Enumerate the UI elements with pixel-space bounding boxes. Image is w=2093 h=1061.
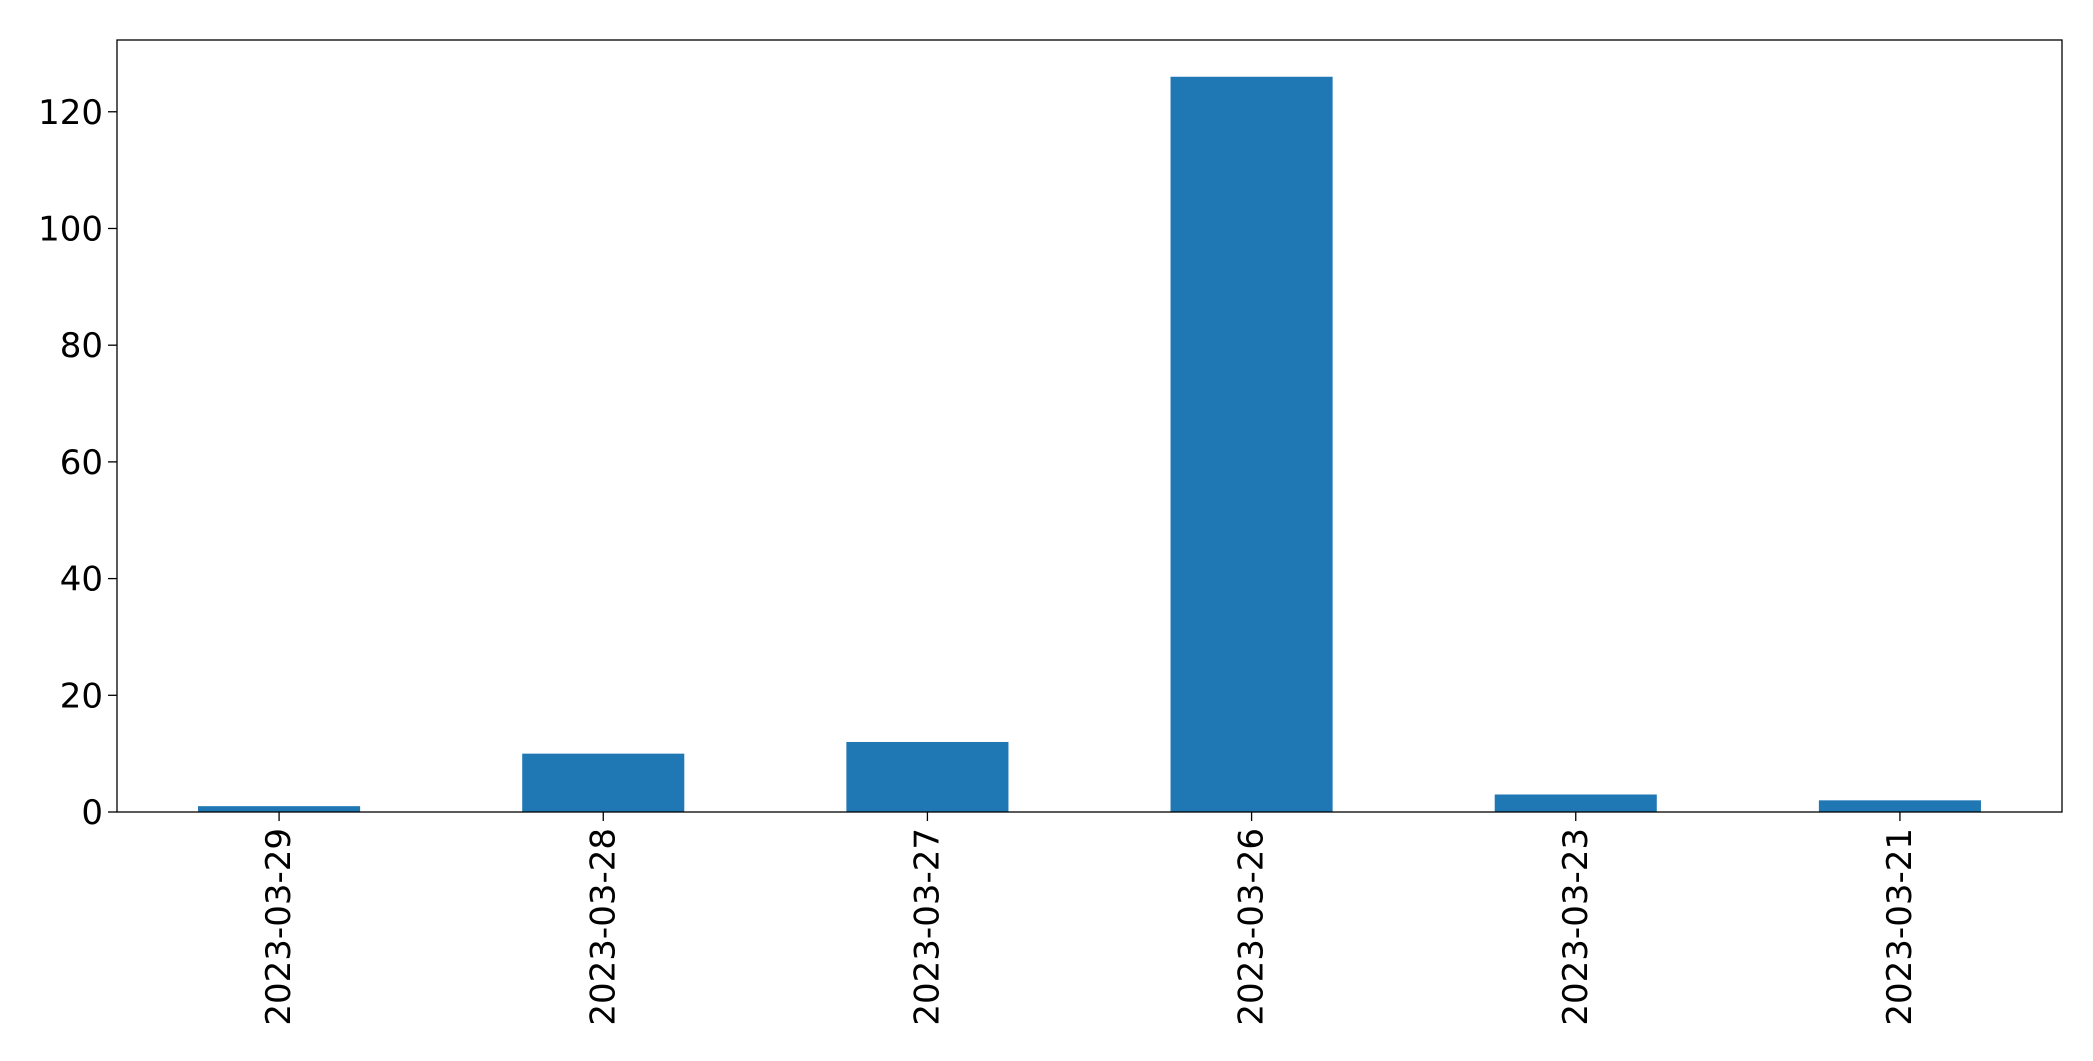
x-tick-label: 2023-03-23 [1556,828,1596,1026]
x-tick-label: 2023-03-28 [583,828,623,1026]
plot-frame [116,39,2063,813]
x-tick-label: 2023-03-27 [907,828,947,1026]
y-tick-label: 40 [60,560,103,600]
y-tick-label: 20 [60,676,103,716]
bar-2023-03-29 [198,806,361,812]
y-tick-label: 60 [60,443,103,483]
y-tick-label: 100 [38,209,103,249]
bar-2023-03-28 [522,753,685,812]
x-tick-label: 2023-03-21 [1880,828,1920,1026]
bar-2023-03-21 [1818,800,1981,812]
bar-2023-03-27 [846,741,1009,812]
x-tick-label: 2023-03-26 [1232,828,1272,1026]
y-tick-label: 120 [38,93,103,133]
x-tick-label: 2023-03-29 [259,828,299,1026]
bar-2023-03-23 [1494,794,1657,812]
bars-group [198,76,1981,812]
y-tick-label: 80 [60,326,103,366]
bar-2023-03-26 [1170,76,1333,812]
y-tick-label: 0 [81,793,103,833]
y-axis: 0 20 40 60 80 100 120 [38,93,117,833]
x-axis: 2023-03-29 2023-03-28 2023-03-27 2023-03-26… [259,812,1920,1026]
